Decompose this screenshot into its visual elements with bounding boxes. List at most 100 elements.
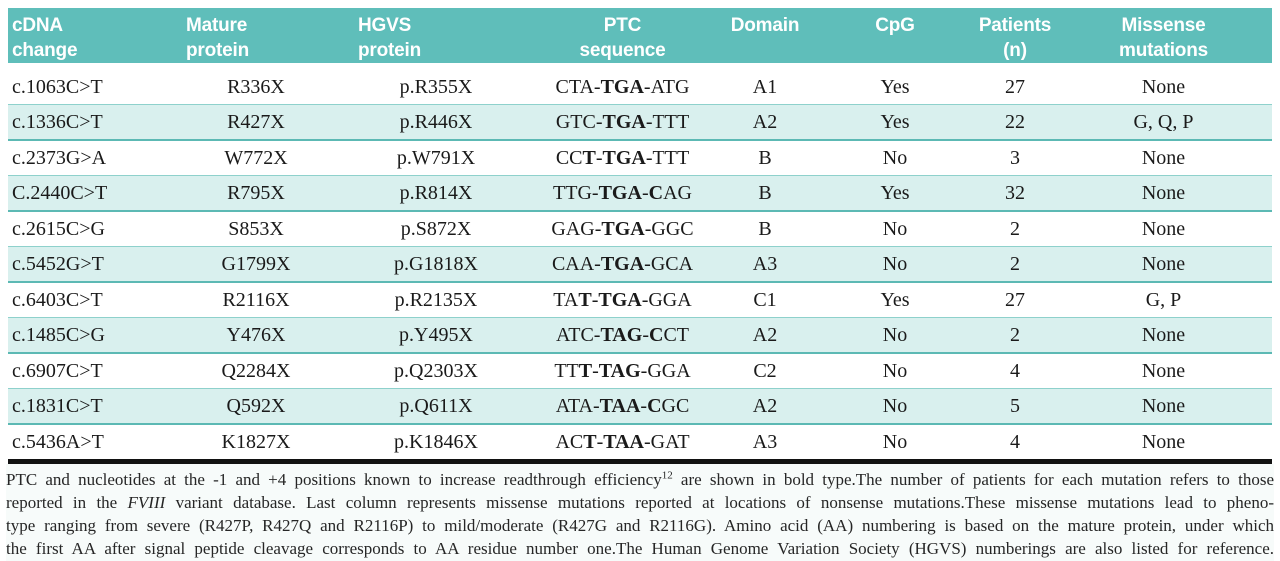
header-row: cDNA change Mature protein HGVS protein PTC seq…: [8, 8, 1272, 71]
cell-patients-n: 4: [1010, 359, 1020, 382]
cell-missense-mutations: None: [1055, 175, 1272, 213]
cell-cdna-change: C.2440C>T: [8, 175, 170, 213]
cell-missense-mutations: None: [1055, 388, 1272, 426]
cell-cdna-change: c.5452G>T: [8, 246, 170, 284]
cell-hgvs-protein: p.Y495X: [342, 317, 530, 355]
cell-mature-protein: Y476X: [170, 317, 342, 355]
column-header-patients-n: Patients (n): [975, 8, 1055, 71]
cell-ptc-sequence: GTC-TGA-TTT: [530, 104, 715, 142]
cell-cdna-change: c.1831C>T: [8, 388, 170, 426]
table-footnote: PTC and nucleotides at the -1 and +4 pos…: [6, 464, 1275, 561]
cell-domain: A3: [752, 430, 778, 453]
table-row: c.6403C>T R2116X p.R2135X TAT-TGA-GGA C1 Yes 2…: [8, 282, 1272, 318]
table-row: c.2373G>A W772X p.W791X CCT-TGA-TTT B No 3 None: [8, 140, 1272, 176]
cell-cdna-change: c.1485C>G: [8, 317, 170, 355]
cell-cdna-change: c.6907C>T: [12, 359, 103, 382]
cell-cdna-change: c.1336C>T: [8, 104, 170, 142]
cell-missense-mutations: None: [1055, 317, 1272, 355]
cell-missense-mutations: None: [1055, 246, 1272, 284]
cell-cpg: No: [882, 217, 908, 240]
cell-cpg: No: [815, 388, 975, 426]
cell-mature-protein: W772X: [224, 146, 288, 169]
column-header-domain: Domain: [715, 8, 815, 71]
table-row: c.1063C>T R336X p.R355X CTA-TGA-ATG A1 Yes 27 N…: [8, 67, 1272, 105]
cell-mature-protein: G1799X: [170, 246, 342, 284]
cell-hgvs-protein: p.K1846X: [394, 430, 478, 453]
cell-mature-protein: R2116X: [222, 288, 290, 311]
column-header-missense-mutations: Missense mutations: [1055, 8, 1272, 71]
column-header-mature-protein: Mature protein: [170, 8, 342, 71]
cell-cpg: No: [882, 146, 908, 169]
cell-cpg: Yes: [880, 75, 910, 98]
cell-ptc-sequence: TTT-TAG-GGA: [554, 359, 691, 382]
cell-hgvs-protein: p.S872X: [400, 217, 472, 240]
table-bottom-rule: [8, 459, 1272, 465]
table-row: c.1831C>T Q592X p.Q611X ATA-TAA-CGC A2 No 5 Non…: [8, 388, 1272, 426]
cell-domain: A1: [752, 75, 778, 98]
cell-mature-protein: Q592X: [170, 388, 342, 426]
cell-domain: C1: [753, 288, 777, 311]
mutations-table: cDNA change Mature protein HGVS protein PTC seq…: [8, 8, 1272, 459]
column-header-cdna-change: cDNA change: [8, 8, 170, 71]
cell-cpg: No: [815, 246, 975, 284]
cell-hgvs-protein: p.Q611X: [342, 388, 530, 426]
cell-cdna-change: c.2373G>A: [12, 146, 107, 169]
table-row: c.5436A>T K1827X p.K1846X ACT-TAA-GAT A3 No 4 N…: [8, 424, 1272, 459]
cell-patients-n: 27: [1005, 75, 1025, 98]
cell-patients-n: 2: [975, 317, 1055, 355]
cell-patients-n: 4: [1010, 430, 1020, 453]
cell-patients-n: 5: [975, 388, 1055, 426]
cell-patients-n: 2: [1010, 217, 1020, 240]
cell-cpg: No: [882, 359, 908, 382]
cell-ptc-sequence: TTG-TGA-CAG: [530, 175, 715, 213]
cell-missense-mutations: None: [1141, 146, 1186, 169]
cell-ptc-sequence: CAA-TGA-GCA: [530, 246, 715, 284]
cell-cdna-change: c.1063C>T: [12, 75, 103, 98]
cell-mature-protein: Q2284X: [221, 359, 291, 382]
cell-domain: A3: [715, 246, 815, 284]
table-row: c.5452G>T G1799X p.G1818X CAA-TGA-GCA A3 No 2 N…: [8, 246, 1272, 284]
cell-cpg: No: [815, 317, 975, 355]
footnote-line: type ranging from severe (R427P, R427Q a…: [6, 516, 1274, 536]
cell-mature-protein: R427X: [170, 104, 342, 142]
footnote-line: PTC and nucleotides at the -1 and +4 pos…: [6, 469, 1275, 490]
cell-domain: C2: [753, 359, 777, 382]
cell-hgvs-protein: p.W791X: [396, 146, 476, 169]
cell-domain: A2: [715, 104, 815, 142]
cell-ptc-sequence: ACT-TAA-GAT: [555, 430, 690, 453]
cell-domain: A2: [715, 388, 815, 426]
cell-ptc-sequence: CCT-TGA-TTT: [555, 146, 690, 169]
cell-ptc-sequence: TAT-TGA-GGA: [553, 288, 692, 311]
cell-hgvs-protein: p.R814X: [342, 175, 530, 213]
cell-cpg: No: [882, 430, 908, 453]
footnote-line: the first AA after signal peptide cleava…: [6, 539, 1274, 559]
cell-cpg: Yes: [880, 288, 910, 311]
table-row: c.1485C>G Y476X p.Y495X ATC-TAG-CCT A2 No 2 Non…: [8, 317, 1272, 355]
cell-hgvs-protein: p.R2135X: [394, 288, 478, 311]
footnote-line: reported in the FVIII variant database. …: [6, 493, 1274, 513]
cell-patients-n: 22: [975, 104, 1055, 142]
cell-domain: B: [758, 146, 772, 169]
table-row: c.6907C>T Q2284X p.Q2303X TTT-TAG-GGA C2 No 4 N…: [8, 353, 1272, 389]
cell-ptc-sequence: ATA-TAA-CGC: [530, 388, 715, 426]
column-header-cpg: CpG: [815, 8, 975, 71]
cell-hgvs-protein: p.G1818X: [342, 246, 530, 284]
cell-mature-protein: R336X: [227, 75, 285, 98]
cell-hgvs-protein: p.Q2303X: [394, 359, 478, 382]
cell-domain: B: [715, 175, 815, 213]
cell-mature-protein: K1827X: [221, 430, 291, 453]
cell-mature-protein: R795X: [170, 175, 342, 213]
cell-ptc-sequence: ATC-TAG-CCT: [530, 317, 715, 355]
cell-cdna-change: c.5436A>T: [12, 430, 104, 453]
cell-domain: A2: [715, 317, 815, 355]
cell-hgvs-protein: p.R355X: [399, 75, 473, 98]
cell-missense-mutations: G, Q, P: [1055, 104, 1272, 142]
cell-patients-n: 2: [975, 246, 1055, 284]
column-header-hgvs-protein: HGVS protein: [342, 8, 530, 71]
cell-missense-mutations: None: [1141, 75, 1186, 98]
cell-missense-mutations: None: [1141, 359, 1186, 382]
cell-ptc-sequence: CTA-TGA-ATG: [555, 75, 690, 98]
table-body: c.1063C>T R336X p.R355X CTA-TGA-ATG A1 Yes 27 N…: [8, 67, 1272, 460]
cell-patients-n: 32: [975, 175, 1055, 213]
